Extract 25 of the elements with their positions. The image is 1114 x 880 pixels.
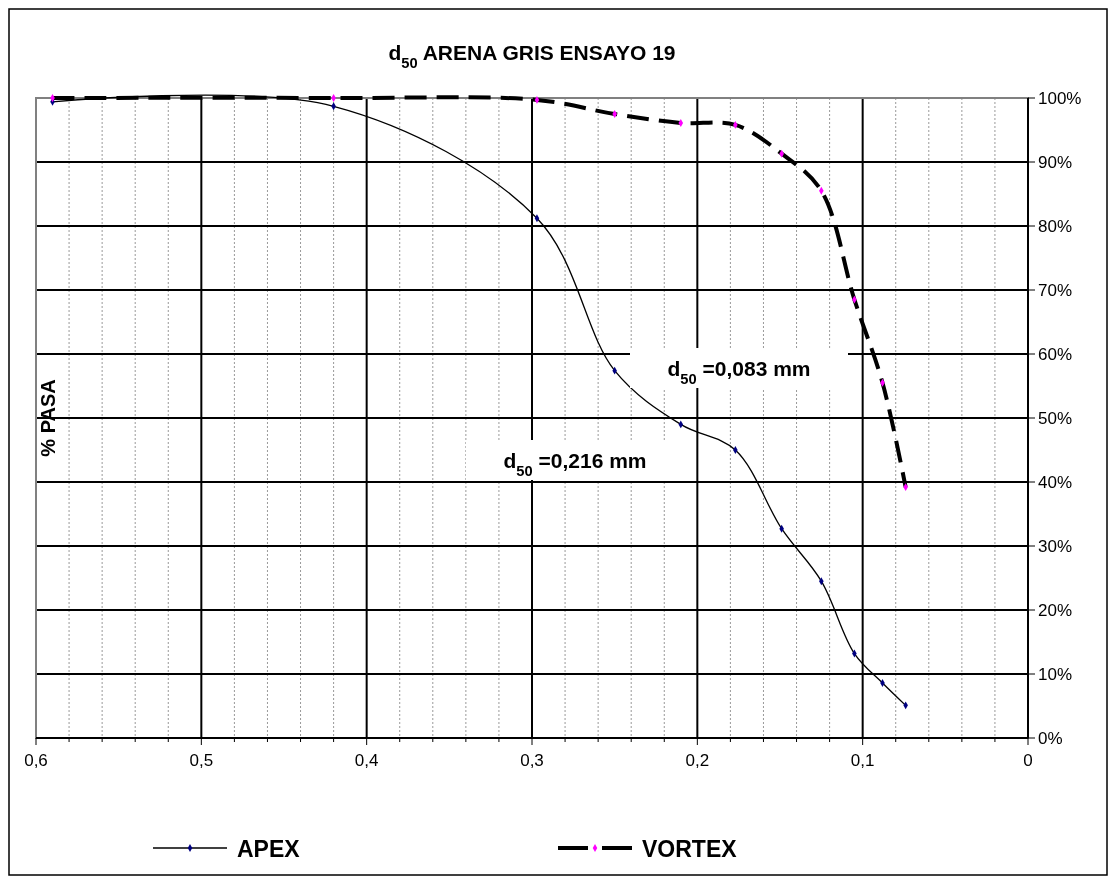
y-tick-label: 20% — [1038, 601, 1073, 620]
x-tick-label: 0 — [1023, 751, 1033, 770]
point — [678, 119, 684, 127]
legend-label: APEX — [237, 836, 301, 862]
y-tick-label: 70% — [1038, 281, 1073, 300]
x-tick-label: 0,4 — [354, 751, 379, 770]
x-tick-label: 0,5 — [189, 751, 214, 770]
x-tick-label: 0,2 — [685, 751, 710, 770]
x-tick-label: 0,3 — [520, 751, 544, 770]
y-tick-label: 80% — [1038, 217, 1073, 236]
y-axis-title: % PASA — [37, 379, 59, 457]
y-tick-label: 90% — [1038, 153, 1073, 172]
y-tick-label: 40% — [1038, 473, 1073, 492]
y-tick-label: 10% — [1038, 665, 1073, 684]
legend-label: VORTEX — [642, 836, 738, 862]
x-tick-label: 0,6 — [24, 751, 48, 770]
chart-title: d$_{50}$ ARENA GRIS ENSAYO 19 — [388, 41, 676, 71]
y-tick-label: 100% — [1038, 89, 1082, 108]
y-tick-label: 60% — [1038, 345, 1073, 364]
annotation: d$_{50}$ =0,083 mm — [667, 357, 811, 387]
y-tick-label: 30% — [1038, 537, 1073, 556]
annotation: d$_{50}$ =0,216 mm — [503, 449, 647, 479]
x-tick-label: 0,1 — [850, 751, 875, 770]
y-tick-label: 50% — [1038, 409, 1073, 428]
y-tick-label: 0% — [1038, 729, 1063, 748]
